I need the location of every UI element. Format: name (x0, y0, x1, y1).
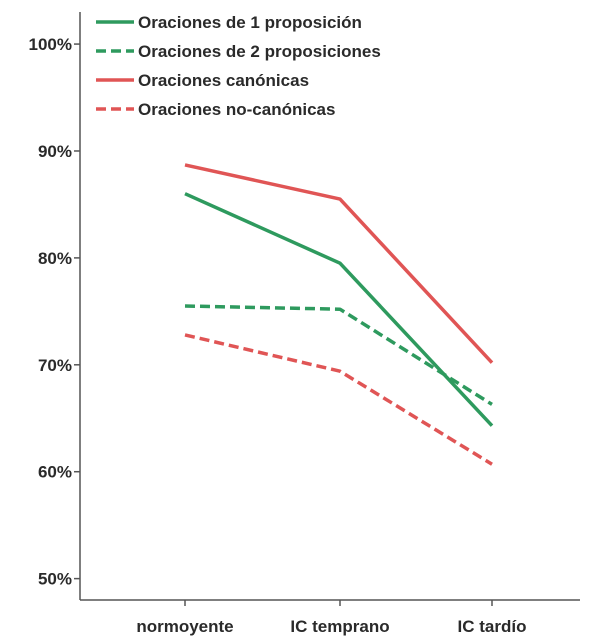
x-tick-label: IC tardío (458, 617, 527, 636)
y-tick-label: 60% (38, 463, 72, 482)
y-tick-label: 100% (29, 35, 72, 54)
y-tick-label: 90% (38, 142, 72, 161)
y-tick-label: 80% (38, 249, 72, 268)
axes (79, 12, 580, 601)
x-ticks: normoyente IC temprano IC tardío (136, 600, 526, 636)
legend-label: Oraciones canónicas (138, 71, 309, 90)
legend-label: Oraciones no-canónicas (138, 100, 335, 119)
x-tick-label: normoyente (136, 617, 233, 636)
series-line-4 (184, 333, 493, 466)
y-tick-label: 50% (38, 570, 72, 589)
x-tick-label: IC temprano (290, 617, 389, 636)
series-lines (184, 163, 494, 466)
series-line-3 (184, 163, 494, 364)
y-ticks: 50% 60% 70% 80% 90% 100% (29, 35, 80, 589)
legend-label: Oraciones de 2 proposiciones (138, 42, 381, 61)
legend-label: Oraciones de 1 proposición (138, 13, 362, 32)
y-tick-label: 70% (38, 356, 72, 375)
legend: Oraciones de 1 proposición Oraciones de 2… (96, 13, 381, 119)
series-line-2 (184, 304, 493, 406)
